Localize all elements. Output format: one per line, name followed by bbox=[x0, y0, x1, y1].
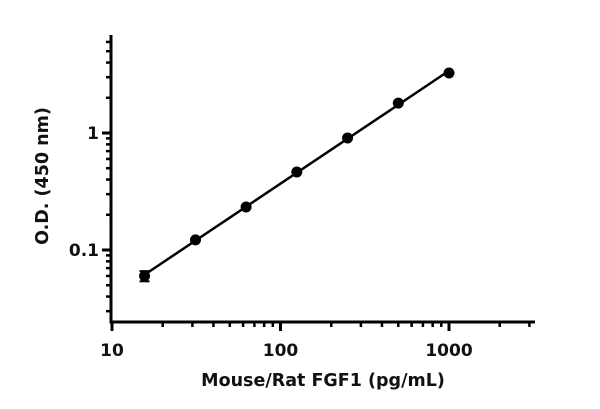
y-tick-label: 0.1 bbox=[69, 241, 99, 261]
x-tick-label: 10 bbox=[100, 341, 124, 361]
data-point bbox=[240, 201, 252, 213]
data-point bbox=[392, 97, 404, 109]
data-point bbox=[291, 166, 303, 178]
x-axis-title: Mouse/Rat FGF1 (pg/mL) bbox=[201, 371, 445, 391]
y-tick-label: 1 bbox=[87, 124, 99, 144]
y-axis-title: O.D. (450 nm) bbox=[33, 107, 53, 245]
data-point bbox=[342, 132, 354, 144]
data-point bbox=[139, 270, 151, 282]
data-point bbox=[189, 234, 201, 246]
y-axis: 0.11 bbox=[69, 35, 113, 324]
x-tick-label: 100 bbox=[263, 341, 299, 361]
x-axis: 10 100 1000 bbox=[100, 320, 535, 361]
x-tick-label: 1000 bbox=[425, 341, 472, 361]
plot-area bbox=[139, 67, 455, 283]
data-point bbox=[443, 67, 455, 79]
